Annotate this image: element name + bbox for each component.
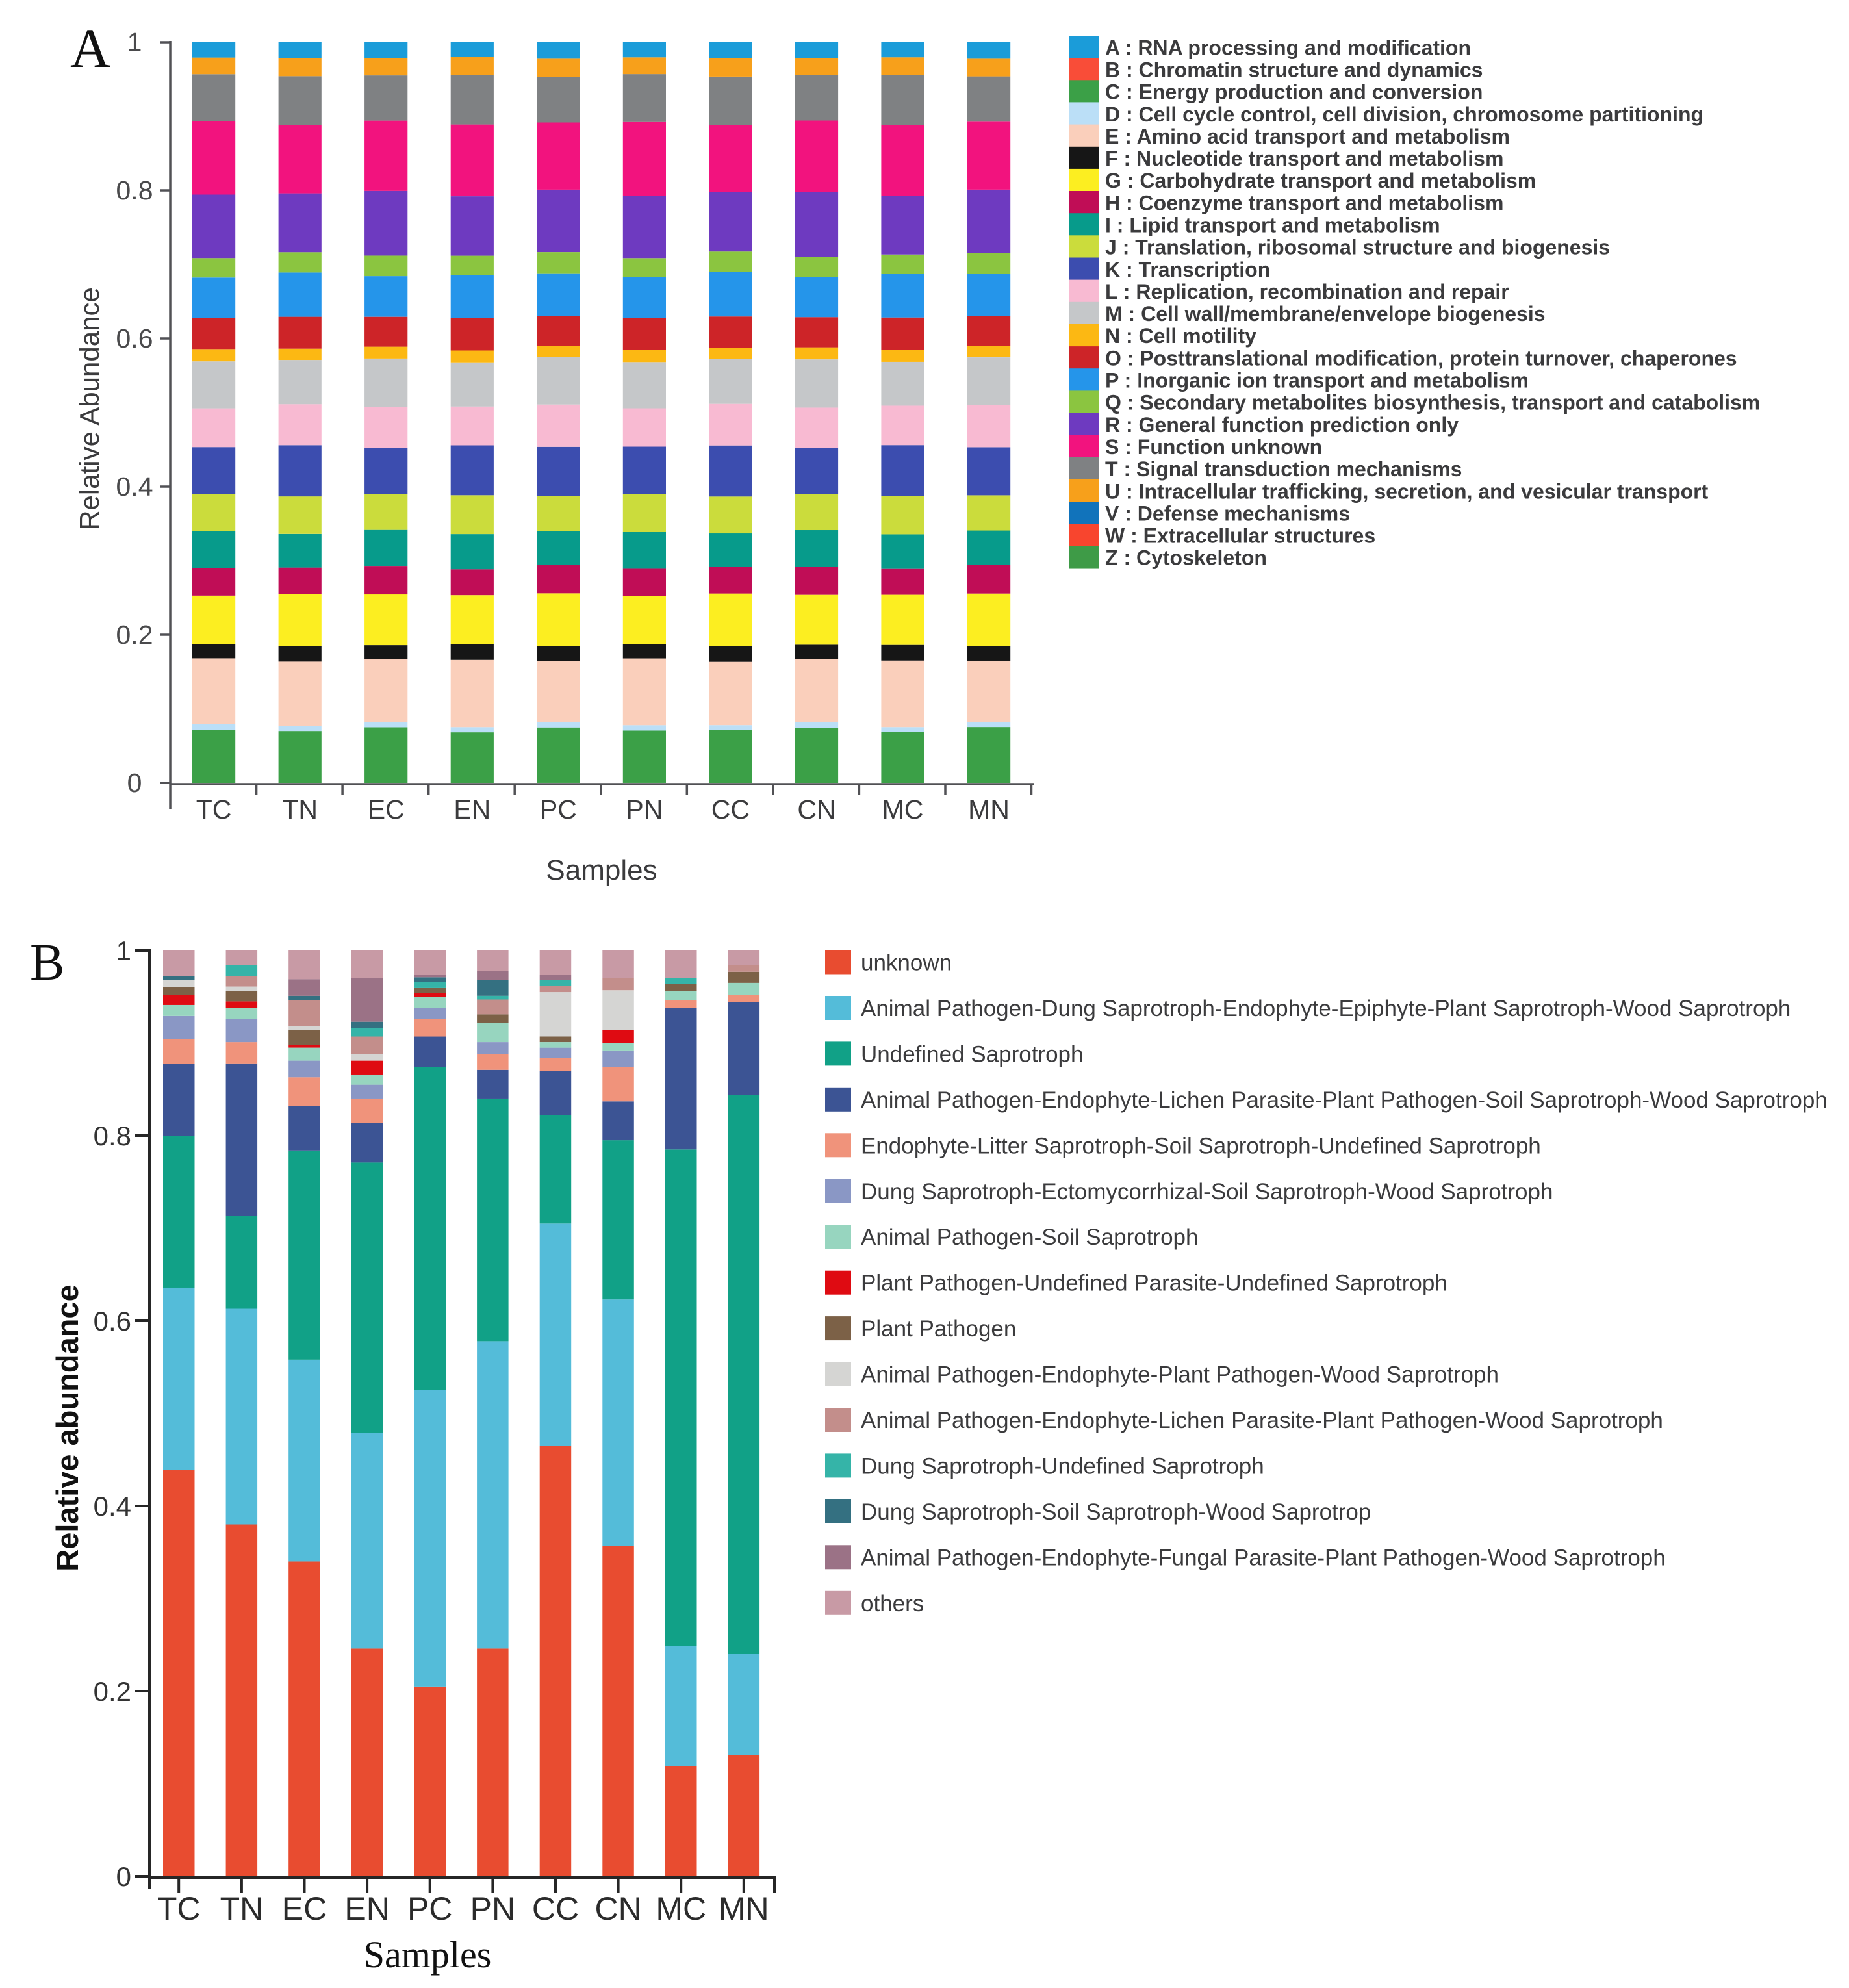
svg-text:M : Cell wall/membrane/envelop: M : Cell wall/membrane/envelope biogenes…: [1105, 302, 1546, 325]
svg-text:Relative Abundance: Relative Abundance: [74, 287, 105, 530]
svg-text:S : Function unknown: S : Function unknown: [1105, 435, 1322, 459]
svg-text:PC: PC: [540, 795, 577, 824]
svg-text:0.8: 0.8: [116, 175, 153, 205]
svg-text:B: B: [30, 934, 64, 991]
svg-text:0.2: 0.2: [94, 1676, 131, 1707]
svg-text:K : Transcription: K : Transcription: [1105, 258, 1270, 281]
svg-text:MN: MN: [968, 795, 1010, 824]
svg-text:MC: MC: [656, 1891, 706, 1927]
svg-text:0: 0: [127, 768, 142, 798]
svg-text:Animal Pathogen-Soil Saprotrop: Animal Pathogen-Soil Saprotroph: [861, 1225, 1198, 1250]
svg-text:TC: TC: [196, 795, 232, 824]
svg-text:others: others: [861, 1591, 924, 1616]
svg-text:H : Coenzyme transport and met: H : Coenzyme transport and metabolism: [1105, 191, 1503, 214]
svg-text:CC: CC: [532, 1891, 579, 1927]
svg-text:EC: EC: [368, 795, 405, 824]
svg-text:O : Posttranslational modifica: O : Posttranslational modification, prot…: [1105, 346, 1737, 370]
svg-text:MN: MN: [719, 1891, 769, 1927]
svg-text:Animal Pathogen-Endophyte-Plan: Animal Pathogen-Endophyte-Plant Pathogen…: [861, 1362, 1499, 1388]
svg-text:EN: EN: [344, 1891, 389, 1927]
svg-text:1: 1: [116, 936, 131, 966]
svg-text:TN: TN: [220, 1891, 264, 1927]
svg-text:L : Replication, recombination: L : Replication, recombination and repai…: [1105, 280, 1509, 303]
svg-text:A: A: [70, 17, 110, 79]
svg-text:P : Inorganic ion transport an: P : Inorganic ion transport and metaboli…: [1105, 369, 1529, 392]
svg-text:0.2: 0.2: [116, 620, 153, 650]
svg-text:TC: TC: [157, 1891, 201, 1927]
svg-text:R : General function predictio: R : General function prediction only: [1105, 413, 1459, 437]
svg-text:Undefined Saprotroph: Undefined Saprotroph: [861, 1041, 1083, 1067]
svg-text:0.4: 0.4: [94, 1491, 131, 1522]
svg-text:CN: CN: [797, 795, 835, 824]
svg-text:N : Cell motility: N : Cell motility: [1105, 324, 1256, 348]
svg-text:PC: PC: [407, 1891, 452, 1927]
svg-text:EN: EN: [453, 795, 491, 824]
svg-text:CC: CC: [711, 795, 750, 824]
svg-text:Animal Pathogen-Endophyte-Fung: Animal Pathogen-Endophyte-Fungal Parasit…: [861, 1545, 1666, 1570]
svg-text:V : Defense mechanisms: V : Defense mechanisms: [1105, 502, 1350, 525]
svg-text:unknown: unknown: [861, 950, 952, 976]
svg-text:Endophyte-Litter Saprotroph-So: Endophyte-Litter Saprotroph-Soil Saprotr…: [861, 1133, 1541, 1158]
svg-text:TN: TN: [282, 795, 318, 824]
svg-text:0.6: 0.6: [116, 324, 153, 353]
svg-text:Plant Pathogen-Undefined Paras: Plant Pathogen-Undefined Parasite-Undefi…: [861, 1271, 1447, 1296]
svg-text:0.6: 0.6: [94, 1306, 131, 1336]
svg-text:J : Translation, ribosomal str: J : Translation, ribosomal structure and…: [1105, 236, 1610, 259]
svg-text:MC: MC: [882, 795, 924, 824]
svg-text:EC: EC: [282, 1891, 327, 1927]
svg-text:PN: PN: [470, 1891, 515, 1927]
svg-text:D : Cell cycle control, cell d: D : Cell cycle control, cell division, c…: [1105, 103, 1703, 126]
svg-text:Samples: Samples: [546, 854, 657, 886]
svg-text:C : Energy production and conv: C : Energy production and conversion: [1105, 81, 1483, 104]
svg-text:Dung Saprotroph-Undefined Sapr: Dung Saprotroph-Undefined Saprotroph: [861, 1453, 1264, 1479]
svg-text:G : Carbohydrate transport and: G : Carbohydrate transport and metabolis…: [1105, 169, 1536, 192]
svg-text:F : Nucleotide transport and m: F : Nucleotide transport and metabolism: [1105, 147, 1503, 170]
svg-text:U : Intracellular trafficking,: U : Intracellular trafficking, secretion…: [1105, 479, 1709, 503]
svg-text:0.8: 0.8: [94, 1121, 131, 1151]
svg-text:0.4: 0.4: [116, 472, 153, 502]
svg-text:Plant Pathogen: Plant Pathogen: [861, 1316, 1016, 1342]
svg-text:0: 0: [116, 1861, 131, 1892]
svg-text:Z : Cytoskeleton: Z : Cytoskeleton: [1105, 546, 1267, 570]
svg-text:CN: CN: [594, 1891, 641, 1927]
svg-text:W : Extracellular structures: W : Extracellular structures: [1105, 524, 1375, 548]
svg-text:Samples: Samples: [364, 1933, 492, 1976]
svg-text:Dung Saprotroph-Ectomycorrhiza: Dung Saprotroph-Ectomycorrhizal-Soil Sap…: [861, 1179, 1553, 1204]
svg-text:Animal Pathogen-Endophyte-Lich: Animal Pathogen-Endophyte-Lichen Parasit…: [861, 1408, 1663, 1433]
svg-text:E : Amino acid transport and m: E : Amino acid transport and metabolism: [1105, 125, 1510, 148]
svg-text:Animal Pathogen-Endophyte-Lich: Animal Pathogen-Endophyte-Lichen Parasit…: [861, 1088, 1828, 1113]
svg-text:1: 1: [127, 27, 142, 57]
svg-text:T : Signal transduction mechan: T : Signal transduction mechanisms: [1105, 457, 1462, 481]
svg-text:A : RNA processing and modific: A : RNA processing and modification: [1105, 36, 1471, 59]
svg-text:Dung Saprotroph-Soil Saprotrop: Dung Saprotroph-Soil Saprotroph-Wood Sap…: [861, 1499, 1371, 1525]
svg-text:Animal Pathogen-Dung Saprotrop: Animal Pathogen-Dung Saprotroph-Endophyt…: [861, 996, 1791, 1021]
svg-text:Q : Secondary metabolites bios: Q : Secondary metabolites biosynthesis, …: [1105, 391, 1760, 414]
svg-text:B : Chromatin structure and dy: B : Chromatin structure and dynamics: [1105, 58, 1483, 81]
svg-text:PN: PN: [626, 795, 663, 824]
svg-text:I : Lipid transport and metabo: I : Lipid transport and metabolism: [1105, 214, 1440, 237]
svg-text:Relative abundance: Relative abundance: [50, 1284, 84, 1571]
